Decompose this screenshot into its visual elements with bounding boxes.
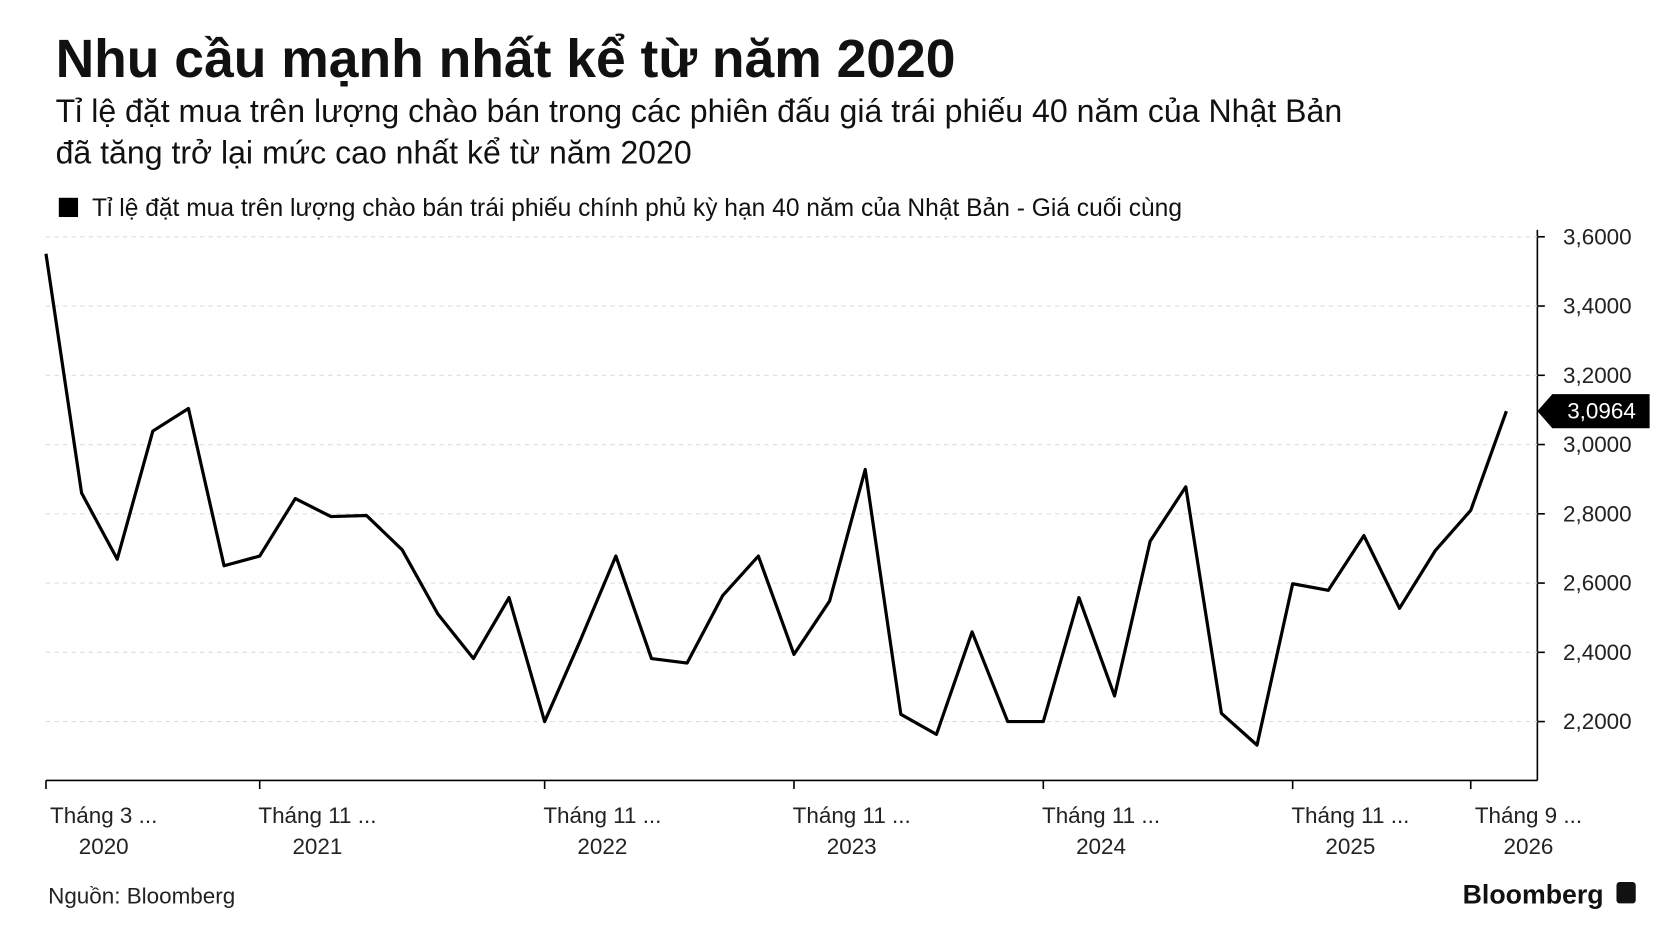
brand: Bloomberg — [1463, 879, 1604, 909]
legend-label: Tỉ lệ đặt mua trên lượng chào bán trái p… — [92, 195, 1182, 222]
x-tick-label: 2025 — [1325, 834, 1375, 859]
y-tick-label: 2,6000 — [1563, 571, 1632, 596]
y-tick-label: 3,0000 — [1563, 432, 1632, 457]
x-tick-label: Tháng 3 ... — [50, 803, 157, 828]
x-tick-label: Tháng 11 ... — [1291, 803, 1409, 828]
y-tick-label: 3,2000 — [1563, 363, 1632, 388]
x-tick-label: 2021 — [292, 834, 342, 859]
x-tick-label: Tháng 11 ... — [543, 803, 661, 828]
chart-subtitle: đã tăng trở lại mức cao nhất kể từ năm 2… — [56, 135, 692, 171]
x-tick-label: Tháng 11 ... — [258, 803, 376, 828]
y-tick-label: 2,4000 — [1563, 640, 1632, 665]
y-tick-label: 2,2000 — [1563, 709, 1632, 734]
x-tick-label: 2022 — [577, 834, 627, 859]
x-tick-label: 2024 — [1076, 834, 1126, 859]
source: Nguồn: Bloomberg — [48, 883, 235, 908]
y-tick-label: 2,8000 — [1563, 501, 1632, 526]
chart-title: Nhu cầu mạnh nhất kể từ năm 2020 — [56, 30, 956, 89]
chart-subtitle: Tỉ lệ đặt mua trên lượng chào bán trong … — [56, 93, 1343, 129]
value-label-box — [1537, 394, 1650, 429]
value-label: 3,0964 — [1567, 399, 1636, 424]
x-tick-label: 2020 — [79, 834, 129, 859]
x-tick-label: Tháng 11 ... — [1042, 803, 1160, 828]
legend-swatch — [58, 197, 79, 218]
x-tick-label: Tháng 9 ... — [1475, 803, 1582, 828]
x-tick-label: 2023 — [827, 834, 877, 859]
line-series — [44, 253, 1508, 747]
y-tick-label: 3,4000 — [1563, 294, 1632, 319]
x-tick-label: 2026 — [1504, 834, 1554, 859]
y-tick-label: 3,6000 — [1563, 224, 1632, 249]
brand-icon — [1616, 882, 1636, 904]
x-tick-label: Tháng 11 ... — [793, 803, 911, 828]
